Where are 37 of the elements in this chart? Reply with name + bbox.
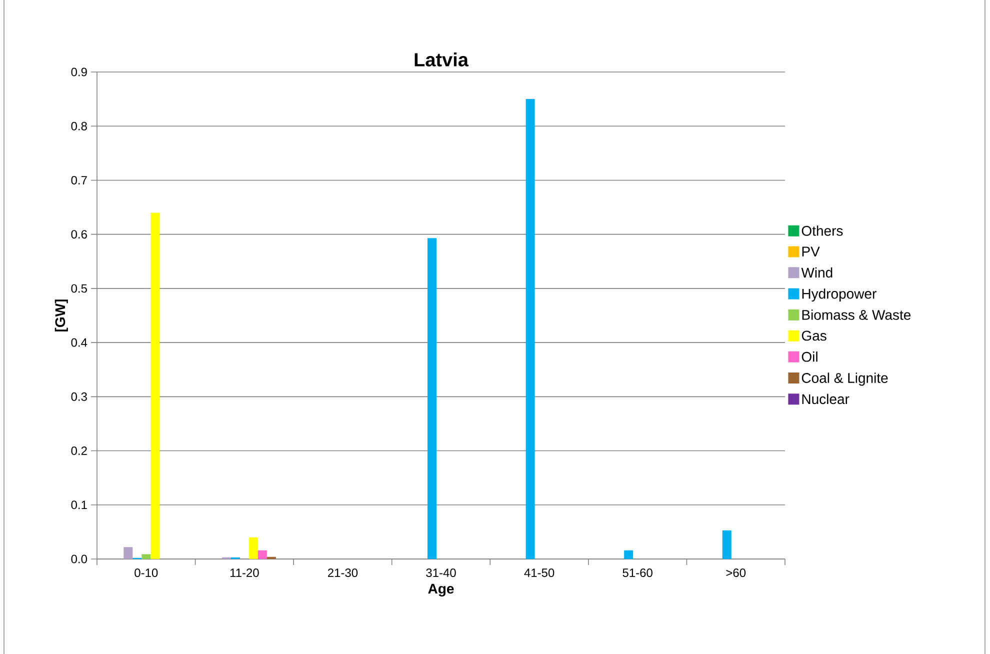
- legend-label: PV: [802, 246, 820, 256]
- legend-label: Gas: [802, 330, 826, 341]
- legend-label: Oil: [802, 352, 818, 362]
- bar: [722, 530, 732, 559]
- x-tick-label: >60: [726, 568, 746, 578]
- y-tick-label: 0.4: [71, 338, 88, 347]
- y-tick-label: 0.0: [71, 554, 88, 564]
- legend-label: Coal & Lignite: [802, 372, 888, 386]
- legend-label: Wind: [801, 267, 832, 278]
- y-tick-label: 0.3: [71, 392, 87, 401]
- x-tick-label: 11-20: [230, 568, 259, 578]
- y-tick-label: 0.2: [71, 446, 87, 456]
- x-tick-label: 41-50: [524, 568, 554, 578]
- legend-label: Biomass & Waste: [802, 310, 911, 320]
- legend-label: Hydropower: [802, 288, 876, 302]
- x-tick-label: 0-10: [134, 568, 158, 578]
- bar: [150, 212, 160, 559]
- y-axis-title: [GW]: [54, 300, 68, 332]
- x-tick-label: 51-60: [622, 568, 652, 578]
- x-tick-label: 31-40: [426, 568, 456, 578]
- bar: [526, 99, 535, 559]
- y-tick-label: 0.5: [71, 284, 87, 293]
- bar: [248, 537, 258, 559]
- y-tick-label: 0.9: [71, 68, 87, 76]
- y-tick-label: 0.8: [71, 122, 87, 130]
- legend-label: Nuclear: [802, 394, 850, 404]
- bar: [624, 550, 634, 559]
- bar: [124, 547, 133, 559]
- bar: [428, 238, 437, 559]
- chart-title: Latvia: [414, 52, 469, 66]
- x-tick-label: 21-30: [328, 568, 358, 578]
- y-tick-label: 0.6: [71, 230, 87, 239]
- x-axis-title: Age: [428, 584, 454, 596]
- legend-label: Others: [802, 226, 843, 236]
- bar: [258, 550, 267, 559]
- y-tick-label: 0.7: [71, 176, 87, 184]
- y-tick-label: 0.1: [71, 500, 87, 510]
